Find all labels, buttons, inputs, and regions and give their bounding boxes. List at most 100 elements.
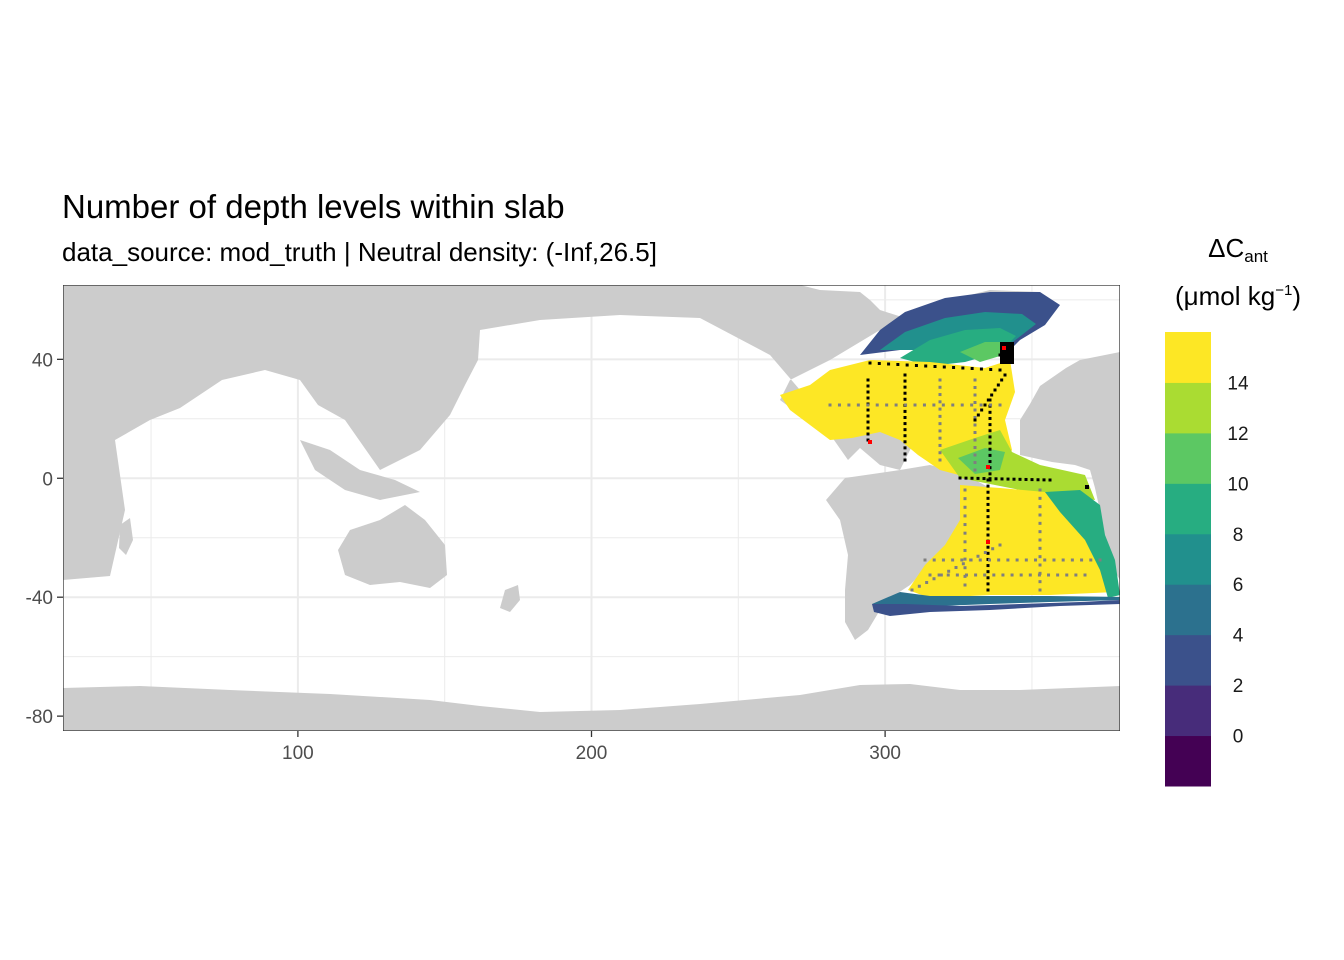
station-marker bbox=[986, 576, 990, 580]
station-marker bbox=[976, 476, 980, 480]
legend-swatch bbox=[1165, 332, 1211, 383]
station-marker bbox=[996, 383, 1000, 387]
station-marker bbox=[903, 379, 907, 383]
land-antarctica bbox=[63, 684, 1120, 731]
station-marker bbox=[973, 418, 977, 422]
station-marker bbox=[947, 569, 951, 573]
station-marker bbox=[856, 403, 860, 407]
station-marker bbox=[923, 558, 927, 562]
legend-label: 12 bbox=[1227, 424, 1248, 445]
station-marker bbox=[973, 453, 977, 457]
station-marker bbox=[989, 368, 993, 371]
station-marker bbox=[828, 403, 832, 407]
legend-labels: 0 2 4 6 8 10 12 14 bbox=[1227, 373, 1249, 747]
station-marker bbox=[896, 363, 900, 366]
station-marker bbox=[955, 573, 959, 577]
station-marker bbox=[986, 564, 990, 568]
legend-unit-close: ) bbox=[1292, 281, 1301, 311]
station-marker bbox=[973, 378, 977, 382]
station-marker bbox=[1089, 558, 1093, 562]
station-marker bbox=[942, 365, 946, 369]
legend-label: 14 bbox=[1227, 373, 1249, 394]
station-marker bbox=[1061, 558, 1065, 562]
station-marker bbox=[970, 476, 974, 480]
station-marker bbox=[925, 581, 929, 584]
land-madagascar bbox=[119, 518, 133, 555]
station-marker bbox=[1098, 558, 1102, 562]
station-marker bbox=[988, 447, 992, 451]
legend-title-sub: ant bbox=[1244, 247, 1268, 266]
station-marker bbox=[978, 558, 982, 562]
station-marker bbox=[903, 416, 907, 419]
land-south-america bbox=[826, 465, 990, 640]
band-north-atlantic-inner bbox=[900, 328, 1016, 366]
station-marker bbox=[1000, 378, 1004, 382]
legend-swatch bbox=[1165, 735, 1211, 787]
station-marker bbox=[1042, 478, 1046, 482]
station-marker bbox=[1024, 477, 1028, 481]
station-marker bbox=[1038, 555, 1042, 559]
station-marker bbox=[973, 468, 977, 472]
station-marker bbox=[1019, 573, 1023, 577]
station-marker bbox=[903, 391, 907, 395]
station-marker bbox=[973, 393, 977, 397]
station-marker bbox=[866, 390, 870, 394]
station-marker bbox=[986, 515, 990, 519]
x-tick-label: 100 bbox=[282, 743, 314, 764]
x-tick-label: 200 bbox=[576, 743, 608, 764]
station-marker bbox=[938, 429, 942, 433]
station-marker bbox=[941, 403, 945, 407]
legend-unit-open: (μmol kg bbox=[1175, 281, 1275, 311]
legend-unit: (μmol kg−1) bbox=[1175, 281, 1301, 311]
station-marker-highlight bbox=[868, 440, 872, 444]
station-marker bbox=[997, 558, 1001, 562]
station-marker bbox=[938, 443, 942, 447]
station-marker bbox=[1037, 573, 1041, 577]
station-marker bbox=[983, 403, 987, 407]
station-marker bbox=[1018, 477, 1022, 481]
station-marker-highlight bbox=[986, 465, 990, 469]
station-marker bbox=[1085, 485, 1089, 489]
station-marker bbox=[894, 403, 898, 407]
station-marker bbox=[986, 398, 990, 402]
station-marker bbox=[992, 573, 996, 577]
station-marker bbox=[933, 365, 937, 368]
station-marker bbox=[938, 414, 942, 418]
station-marker bbox=[866, 396, 870, 400]
station-marker bbox=[1038, 488, 1042, 492]
station-marker bbox=[963, 557, 967, 561]
station-marker bbox=[903, 397, 907, 401]
station-marker bbox=[903, 458, 907, 462]
station-marker bbox=[998, 368, 1002, 372]
station-marker bbox=[973, 423, 977, 427]
station-marker bbox=[903, 385, 907, 389]
station-marker bbox=[973, 461, 977, 464]
station-marker bbox=[963, 488, 967, 492]
station-marker bbox=[986, 588, 990, 592]
station-marker bbox=[988, 460, 992, 464]
y-axis: -80 -40 0 40 bbox=[26, 350, 63, 728]
station-marker bbox=[963, 583, 967, 587]
legend-label: 4 bbox=[1233, 626, 1244, 647]
station-marker bbox=[1056, 573, 1060, 577]
station-marker bbox=[1006, 477, 1010, 481]
station-marker bbox=[988, 398, 992, 402]
station-marker bbox=[963, 505, 967, 509]
station-marker bbox=[903, 446, 907, 450]
station-marker bbox=[938, 393, 942, 397]
station-marker bbox=[983, 551, 987, 554]
plot-panel bbox=[63, 285, 1120, 731]
station-marker bbox=[989, 403, 993, 407]
station-marker bbox=[988, 429, 992, 433]
station-marker bbox=[986, 570, 990, 574]
station-marker bbox=[963, 548, 967, 552]
station-marker bbox=[922, 403, 926, 407]
station-marker bbox=[964, 573, 968, 577]
band-south-atlantic-south bbox=[872, 592, 1120, 612]
land-new-zealand bbox=[500, 585, 520, 612]
station-marker bbox=[938, 378, 942, 382]
legend-swatch bbox=[1165, 584, 1211, 636]
station-marker bbox=[885, 403, 889, 407]
station-marker bbox=[986, 533, 990, 537]
